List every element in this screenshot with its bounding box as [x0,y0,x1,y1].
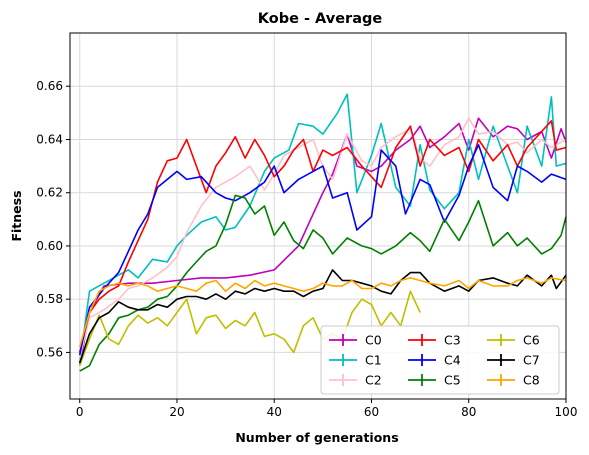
legend-item-c2: C2 [329,373,382,388]
x-axis: 0 20 40 60 80 100 [76,399,578,419]
legend-item-c3: C3 [408,333,461,348]
series-lines [78,93,567,372]
legend-item-c7: C7 [487,353,540,368]
x-tick-label: 0 [76,405,84,419]
series-line-c6 [78,290,421,366]
x-tick-label: 20 [169,405,184,419]
series-line-c5 [79,194,567,372]
series-line-c1 [78,93,567,364]
y-tick-label: 0.56 [36,345,63,359]
legend: C0 C1 C2 C3 C4 C5 C6 C7 C8 [320,325,560,395]
y-axis-title: Fitness [9,190,24,241]
legend-item-c6: C6 [487,333,540,348]
legend-label: C2 [365,373,382,388]
x-tick-label: 40 [267,405,282,419]
legend-label: C8 [523,373,540,388]
x-tick-label: 80 [461,405,476,419]
y-tick-label: 0.58 [36,292,63,306]
legend-item-c5: C5 [408,373,461,388]
legend-item-c4: C4 [408,353,461,368]
legend-item-c1: C1 [329,353,382,368]
series-line-c3 [78,120,567,353]
legend-label: C4 [444,353,461,368]
y-axis: 0.56 0.58 0.60 0.62 0.64 0.66 [36,79,70,359]
legend-box [320,325,560,395]
x-tick-label: 100 [555,405,578,419]
legend-label: C0 [365,333,382,348]
legend-label: C3 [444,333,461,348]
legend-label: C1 [365,353,382,368]
x-tick-label: 60 [364,405,379,419]
legend-label: C7 [523,353,540,368]
y-tick-label: 0.64 [36,132,63,146]
series-line-c4 [78,144,567,356]
y-tick-label: 0.66 [36,79,63,93]
series-line-c8 [78,277,567,348]
legend-label: C6 [523,333,540,348]
series-line-c0 [78,117,567,366]
y-tick-label: 0.62 [36,186,63,200]
chart-title: Kobe - Average [258,11,383,27]
legend-item-c0: C0 [329,333,382,348]
y-tick-label: 0.60 [36,239,63,253]
plot-frame [69,32,567,400]
legend-label: C5 [444,373,461,388]
legend-item-c8: C8 [487,373,540,388]
x-axis-title: Number of generations [235,430,398,445]
